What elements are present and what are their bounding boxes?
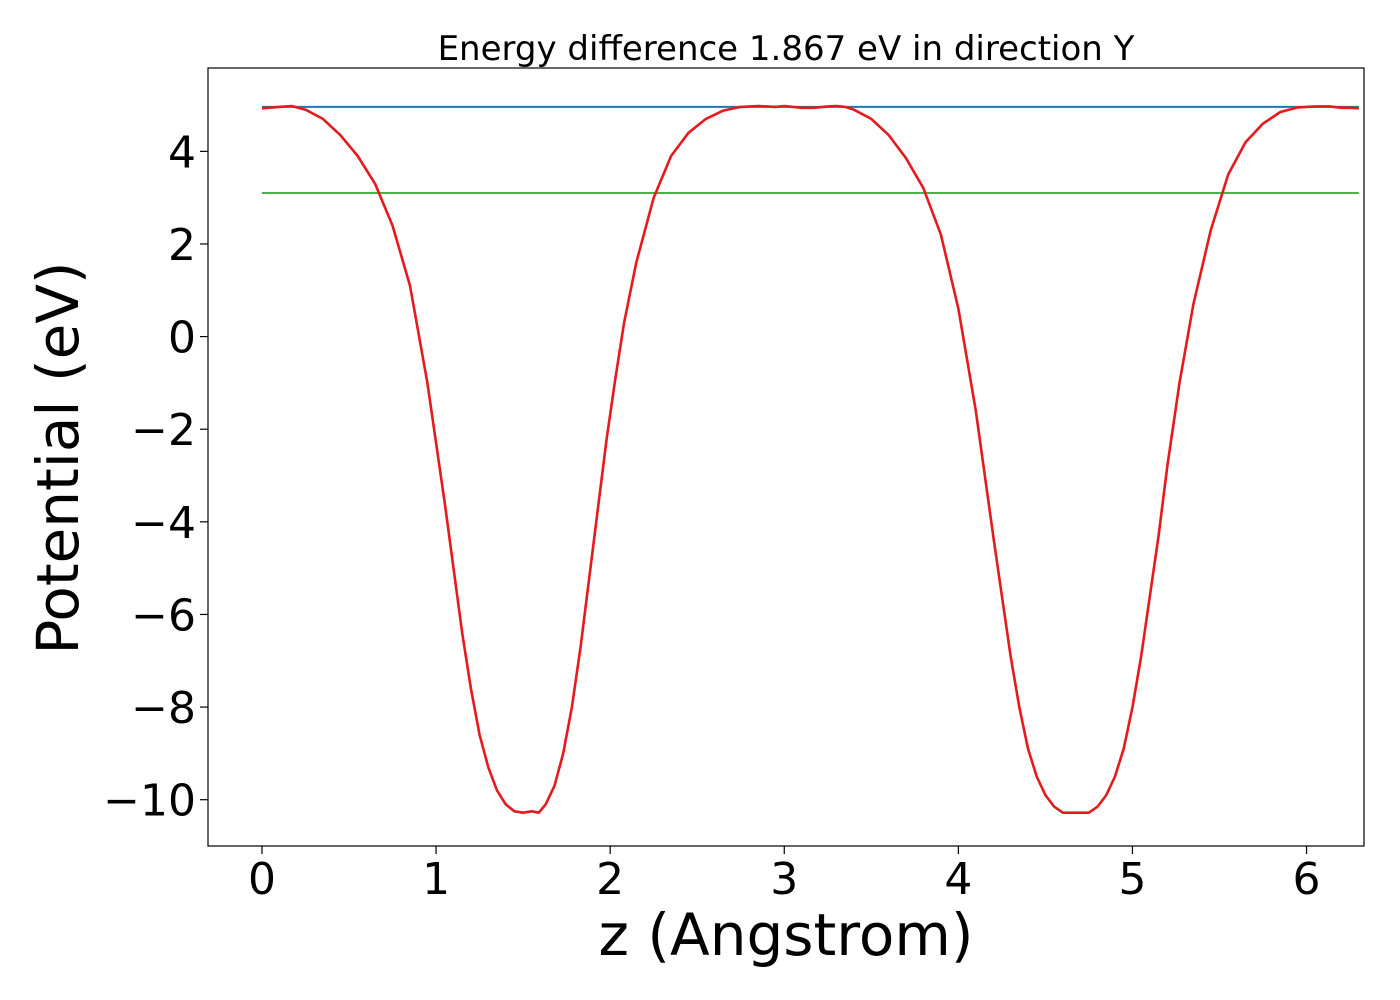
y-tick-label: 4 bbox=[168, 127, 196, 178]
x-axis-label: z (Angstrom) bbox=[599, 901, 974, 969]
y-axis-label: Potential (eV) bbox=[24, 261, 92, 654]
y-tick-label: −6 bbox=[131, 590, 196, 641]
x-tick-label: 6 bbox=[1293, 854, 1321, 905]
y-tick-label: 2 bbox=[168, 220, 196, 271]
y-tick-label: −2 bbox=[131, 405, 196, 456]
series-line-potential bbox=[261, 104, 1359, 815]
x-axis-ticks: 0 1 2 3 4 5 6 bbox=[248, 846, 1321, 905]
y-tick-label: 0 bbox=[168, 313, 196, 364]
y-tick-label: −8 bbox=[131, 683, 196, 734]
y-tick-label: −4 bbox=[131, 498, 196, 549]
x-tick-label: 3 bbox=[770, 854, 798, 905]
x-tick-label: 0 bbox=[248, 854, 276, 905]
y-tick-label: −10 bbox=[103, 776, 196, 827]
x-tick-label: 5 bbox=[1118, 854, 1146, 905]
plot-lines bbox=[261, 104, 1359, 815]
y-axis-ticks: −10 −8 −6 −4 −2 0 2 4 bbox=[103, 127, 208, 827]
x-tick-label: 2 bbox=[596, 854, 624, 905]
x-tick-label: 1 bbox=[422, 854, 450, 905]
x-tick-label: 4 bbox=[944, 854, 972, 905]
plot-frame bbox=[207, 67, 1365, 847]
chart-title: Energy difference 1.867 eV in direction … bbox=[438, 29, 1135, 69]
